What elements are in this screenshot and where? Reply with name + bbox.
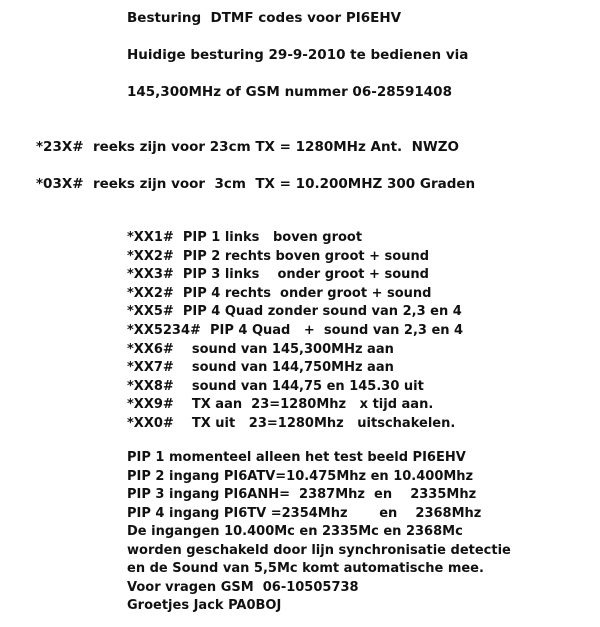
- code-item: *XX3# PIP 3 links onder groot + sound: [127, 267, 429, 283]
- code-item: *XX1# PIP 1 links boven groot: [127, 230, 363, 245]
- code-item: *XX0# TX uit 23=1280Mhz uitschakelen.: [127, 415, 456, 431]
- note-line: PIP 4 ingang PI6TV =2354Mhz en 2368Mhz: [127, 505, 482, 521]
- note-line: De ingangen 10.400Mc en 2335Mc en 2368Mc: [127, 524, 463, 539]
- code-item: *XX9# TX aan 23=1280Mhz x tijd aan.: [127, 397, 434, 413]
- code-item: *XX5# PIP 4 Quad zonder sound van 2,3 en…: [127, 304, 462, 320]
- code-item: *XX2# PIP 4 rechts onder groot + sound: [127, 285, 432, 301]
- code-item: *XX5234# PIP 4 Quad + sound van 2,3 en 4: [127, 322, 464, 338]
- note-line: worden geschakeld door lijn synchronisat…: [127, 542, 511, 558]
- note-line: PIP 3 ingang PI6ANH= 2387Mhz en 2335Mhz: [127, 487, 477, 502]
- code-list: *XX1# PIP 1 links boven groot *XX2# PIP …: [127, 229, 463, 434]
- note-line: en de Sound van 5,5Mc komt automatische …: [127, 561, 484, 576]
- header-line-contact: 145,300MHz of GSM nummer 06-28591408: [127, 84, 452, 100]
- contact-line: Voor vragen GSM 06-10505738: [127, 579, 359, 595]
- signature-line: Groetjes Jack PA0BOJ: [127, 598, 282, 613]
- code-item: *XX7# sound van 144,750MHz aan: [127, 360, 394, 376]
- code-item: *XX8# sound van 144,75 en 145.30 uit: [127, 378, 424, 394]
- code-item: *XX6# sound van 145,300MHz aan: [127, 341, 394, 357]
- document-title: Besturing DTMF codes voor PI6EHV: [127, 10, 402, 26]
- band-line-23cm: *23X# reeks zijn voor 23cm TX = 1280MHz …: [36, 139, 460, 155]
- note-line: PIP 2 ingang PI6ATV=10.475Mhz en 10.400M…: [127, 468, 474, 484]
- code-item: *XX2# PIP 2 rechts boven groot + sound: [127, 248, 430, 264]
- note-line: PIP 1 momenteel alleen het test beeld PI…: [127, 450, 466, 465]
- header-line-date: Huidige besturing 29-9-2010 te bedienen …: [127, 47, 469, 63]
- band-line-3cm: *03X# reeks zijn voor 3cm TX = 10.200MHZ…: [36, 176, 476, 192]
- notes-block: PIP 1 momenteel alleen het test beeld PI…: [127, 449, 511, 616]
